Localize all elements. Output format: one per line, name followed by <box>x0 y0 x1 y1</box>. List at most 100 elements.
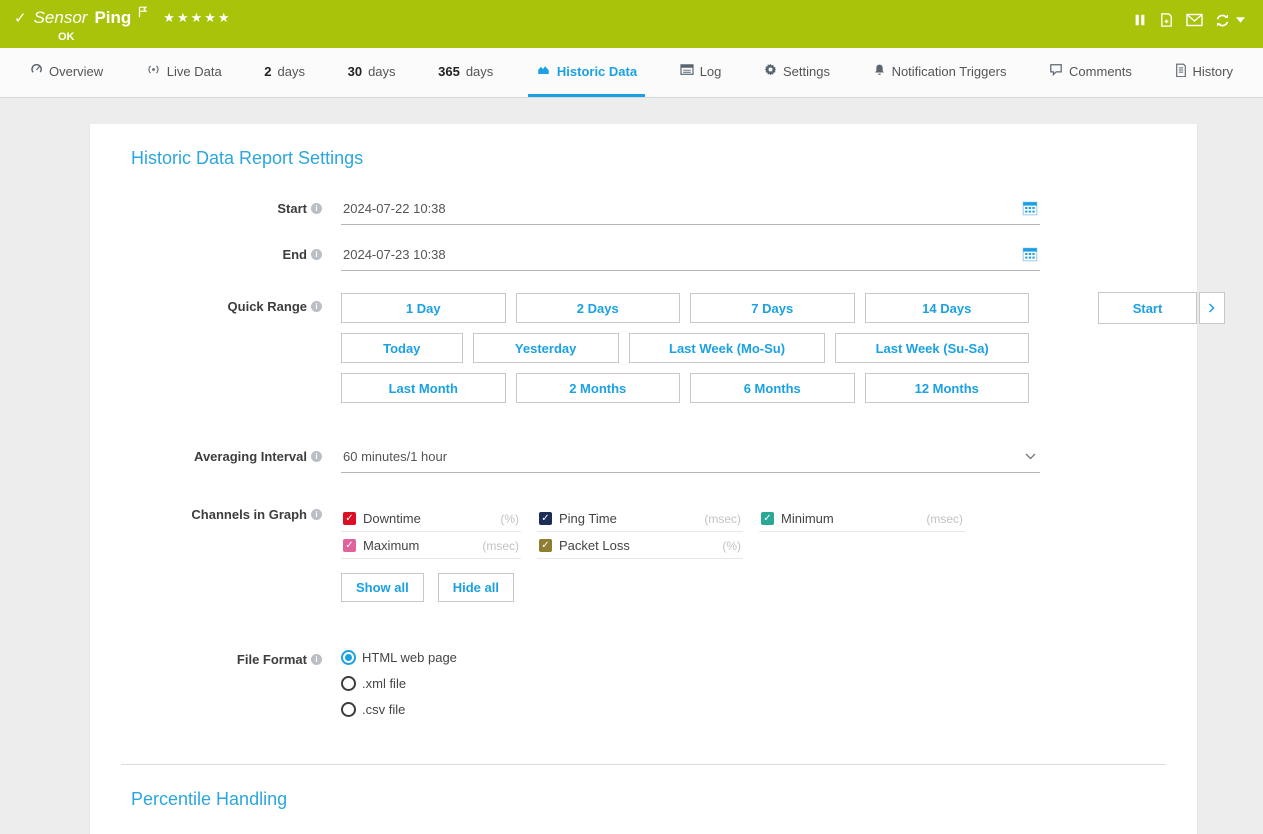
info-icon[interactable]: i <box>311 654 322 665</box>
start-date-value: 2024-07-22 10:38 <box>343 201 446 216</box>
channel-name: Ping Time <box>559 511 617 526</box>
hide-all-button[interactable]: Hide all <box>437 573 514 602</box>
tab-label: Historic Data <box>556 63 638 79</box>
info-icon[interactable]: i <box>311 249 322 260</box>
file-format-xml-option[interactable]: .xml file <box>341 676 1040 691</box>
channel-name: Minimum <box>781 511 834 526</box>
pause-icon[interactable] <box>1133 13 1147 27</box>
quick-range-today-button[interactable]: Today <box>341 333 463 363</box>
live-icon <box>146 63 161 79</box>
calendar-icon[interactable] <box>1022 200 1038 219</box>
channel-checkbox[interactable]: ✓ <box>343 512 356 525</box>
channel-checkbox[interactable]: ✓ <box>761 512 774 525</box>
flag-icon[interactable] <box>138 5 148 23</box>
log-icon <box>680 63 694 79</box>
tab-number: 2 <box>264 63 272 79</box>
radio-label: .xml file <box>362 676 407 691</box>
channels-in-graph-label: Channels in Graph i <box>131 501 322 522</box>
start-report-button[interactable]: Start <box>1098 292 1197 324</box>
tab-label: days <box>465 63 494 79</box>
quick-range-last-week-su-sa-button[interactable]: Last Week (Su-Sa) <box>835 333 1029 363</box>
gauge-icon <box>30 63 43 79</box>
tab-label: Live Data <box>166 63 222 79</box>
file-format-csv-option[interactable]: .csv file <box>341 702 1040 717</box>
channel-unit: (msec) <box>482 538 519 553</box>
tab-label: Log <box>699 63 722 79</box>
info-icon[interactable]: i <box>311 301 322 312</box>
file-format-html-option[interactable]: HTML web page <box>341 650 1040 665</box>
start-label: Start i <box>131 195 322 216</box>
sensor-header: ✓ Sensor Ping ★★★★★ OK <box>0 0 1263 48</box>
tab-number: 365 <box>438 63 460 79</box>
email-icon[interactable] <box>1186 13 1203 27</box>
quick-range-last-month-button[interactable]: Last Month <box>341 373 506 403</box>
radio-label: .csv file <box>362 702 406 717</box>
channel-checkbox[interactable]: ✓ <box>539 539 552 552</box>
info-icon[interactable]: i <box>311 451 322 462</box>
report-icon[interactable] <box>1159 12 1174 28</box>
start-report-expand-button[interactable] <box>1199 292 1225 324</box>
channel-name: Downtime <box>363 511 421 526</box>
info-icon[interactable]: i <box>311 203 322 214</box>
tab-label: Settings <box>782 63 830 79</box>
historic-data-card: Historic Data Report Settings Start i 202… <box>90 124 1197 834</box>
radio-selected-icon[interactable] <box>341 650 356 665</box>
quick-range-12-months-button[interactable]: 12 Months <box>864 373 1029 403</box>
tab-log[interactable]: Log <box>672 48 730 97</box>
comment-icon <box>1049 63 1063 79</box>
end-date-input[interactable]: 2024-07-23 10:38 <box>341 241 1040 271</box>
priority-stars[interactable]: ★★★★★ <box>163 10 232 25</box>
quick-range-row-1: 1 Day 2 Days 7 Days 14 Days <box>341 293 1029 323</box>
quick-range-1-day-button[interactable]: 1 Day <box>341 293 506 323</box>
tab-label: Comments <box>1069 63 1132 79</box>
channel-downtime: ✓ Downtime (%) <box>341 507 521 532</box>
channel-maximum: ✓ Maximum (msec) <box>341 534 521 559</box>
channel-unit: (%) <box>500 511 519 526</box>
channel-name: Maximum <box>363 538 420 553</box>
tab-historic-data[interactable]: Historic Data <box>527 48 646 97</box>
gear-icon <box>764 63 777 79</box>
start-date-input[interactable]: 2024-07-22 10:38 <box>341 195 1040 225</box>
chevron-down-icon[interactable] <box>1236 17 1245 23</box>
radio-icon[interactable] <box>341 676 356 691</box>
tab-settings[interactable]: Settings <box>756 48 838 97</box>
radio-icon[interactable] <box>341 702 356 717</box>
section-divider <box>121 764 1166 765</box>
calendar-icon[interactable] <box>1022 246 1038 265</box>
tab-bar: Overview Live Data 2 days 30 days 365 da… <box>0 48 1263 98</box>
tab-comments[interactable]: Comments <box>1041 48 1140 97</box>
tab-2-days[interactable]: 2 days <box>256 48 313 97</box>
refresh-icon[interactable] <box>1215 13 1230 28</box>
averaging-interval-value: 60 minutes/1 hour <box>343 449 448 464</box>
tab-overview[interactable]: Overview <box>22 48 111 97</box>
quick-range-6-months-button[interactable]: 6 Months <box>690 373 855 403</box>
run-report-controls: Start <box>1098 292 1225 324</box>
tab-notification-triggers[interactable]: Notification Triggers <box>865 48 1015 97</box>
sensor-type-label: Sensor <box>33 8 88 27</box>
quick-range-row-2: Today Yesterday Last Week (Mo-Su) Last W… <box>341 333 1029 363</box>
show-all-button[interactable]: Show all <box>341 573 424 602</box>
tab-history[interactable]: History <box>1167 48 1241 97</box>
channel-unit: (msec) <box>704 511 741 526</box>
tab-label: days <box>277 63 305 79</box>
quick-range-row-3: Last Month 2 Months 6 Months 12 Months <box>341 373 1029 403</box>
percentile-handling-title: Percentile Handling <box>131 789 288 809</box>
quick-range-last-week-mo-su-button[interactable]: Last Week (Mo-Su) <box>628 333 826 363</box>
channel-checkbox[interactable]: ✓ <box>343 539 356 552</box>
status-badge: OK <box>58 31 75 43</box>
quick-range-7-days-button[interactable]: 7 Days <box>690 293 855 323</box>
quick-range-2-days-button[interactable]: 2 Days <box>515 293 680 323</box>
channel-unit: (%) <box>722 538 741 553</box>
file-format-label: File Format i <box>131 646 322 667</box>
tab-live-data[interactable]: Live Data <box>138 48 230 97</box>
channel-ping-time: ✓ Ping Time (msec) <box>537 507 743 532</box>
quick-range-2-months-button[interactable]: 2 Months <box>515 373 680 403</box>
channel-checkbox[interactable]: ✓ <box>539 512 552 525</box>
tab-365-days[interactable]: 365 days <box>430 48 501 97</box>
averaging-interval-select[interactable]: 60 minutes/1 hour <box>341 443 1040 473</box>
history-icon <box>1175 63 1187 80</box>
tab-30-days[interactable]: 30 days <box>340 48 404 97</box>
quick-range-14-days-button[interactable]: 14 Days <box>864 293 1029 323</box>
quick-range-yesterday-button[interactable]: Yesterday <box>472 333 619 363</box>
info-icon[interactable]: i <box>311 509 322 520</box>
